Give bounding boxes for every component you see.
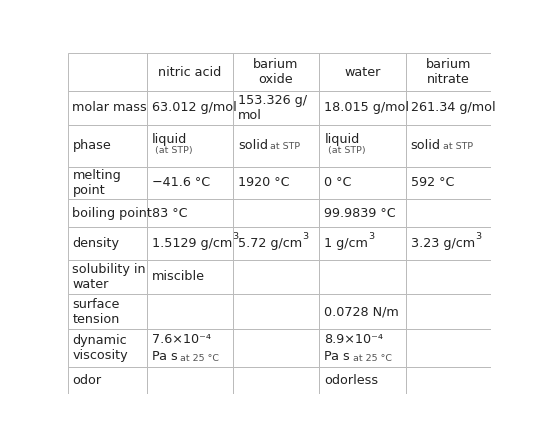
Text: surface
tension: surface tension (73, 298, 120, 326)
Text: 153.326 g/
mol: 153.326 g/ mol (238, 94, 307, 122)
Bar (319, 125, 406, 167)
Bar (406, 227, 491, 260)
Bar (406, 329, 491, 367)
Bar (319, 199, 406, 227)
Text: 7.6×10⁻⁴: 7.6×10⁻⁴ (152, 333, 211, 346)
Text: 1 g/cm: 1 g/cm (324, 237, 368, 250)
Bar (406, 125, 491, 167)
Bar (406, 167, 491, 199)
Text: −41.6 °C: −41.6 °C (152, 176, 210, 190)
Text: water: water (344, 66, 381, 78)
Text: barium
nitrate: barium nitrate (426, 58, 471, 86)
Bar (233, 329, 319, 367)
Bar (146, 199, 233, 227)
Text: liquid: liquid (324, 133, 359, 146)
Text: 3: 3 (369, 232, 375, 241)
Bar (68, 91, 146, 125)
Text: solubility in
water: solubility in water (73, 263, 146, 291)
Text: nitric acid: nitric acid (158, 66, 221, 78)
Text: 1920 °C: 1920 °C (238, 176, 289, 190)
Bar (233, 367, 319, 394)
Text: barium
oxide: barium oxide (253, 58, 299, 86)
Bar (319, 227, 406, 260)
Bar (233, 260, 319, 294)
Bar (68, 294, 146, 329)
Text: 83 °C: 83 °C (152, 206, 187, 220)
Bar (319, 167, 406, 199)
Bar (319, 91, 406, 125)
Bar (146, 227, 233, 260)
Bar (406, 91, 491, 125)
Text: at STP: at STP (270, 142, 300, 151)
Text: 1.5129 g/cm: 1.5129 g/cm (152, 237, 232, 250)
Bar (319, 367, 406, 394)
Bar (233, 125, 319, 167)
Bar (146, 367, 233, 394)
Bar (146, 91, 233, 125)
Text: 3.23 g/cm: 3.23 g/cm (411, 237, 474, 250)
Bar (406, 53, 491, 91)
Bar (68, 53, 146, 91)
Bar (233, 91, 319, 125)
Text: 99.9839 °C: 99.9839 °C (324, 206, 396, 220)
Bar (406, 260, 491, 294)
Bar (233, 294, 319, 329)
Bar (319, 260, 406, 294)
Text: dynamic
viscosity: dynamic viscosity (73, 334, 128, 362)
Text: melting
point: melting point (73, 169, 121, 197)
Bar (146, 329, 233, 367)
Text: 3: 3 (475, 232, 481, 241)
Text: molar mass: molar mass (73, 101, 147, 114)
Text: 3: 3 (302, 232, 308, 241)
Text: (at STP): (at STP) (328, 146, 365, 155)
Bar (68, 125, 146, 167)
Text: solid: solid (238, 139, 268, 152)
Text: 0 °C: 0 °C (324, 176, 352, 190)
Bar (319, 53, 406, 91)
Text: density: density (73, 237, 120, 250)
Bar (319, 294, 406, 329)
Text: Pa s: Pa s (324, 350, 350, 363)
Bar (146, 294, 233, 329)
Text: 3: 3 (232, 232, 239, 241)
Text: boiling point: boiling point (73, 206, 152, 220)
Text: 261.34 g/mol: 261.34 g/mol (411, 101, 495, 114)
Bar (233, 53, 319, 91)
Text: at STP: at STP (443, 142, 473, 151)
Bar (406, 294, 491, 329)
Text: phase: phase (73, 139, 111, 152)
Bar (68, 329, 146, 367)
Bar (146, 125, 233, 167)
Bar (68, 227, 146, 260)
Text: Pa s: Pa s (152, 350, 177, 363)
Text: 63.012 g/mol: 63.012 g/mol (152, 101, 236, 114)
Bar (233, 199, 319, 227)
Bar (233, 227, 319, 260)
Bar (146, 260, 233, 294)
Text: 5.72 g/cm: 5.72 g/cm (238, 237, 302, 250)
Text: 18.015 g/mol: 18.015 g/mol (324, 101, 410, 114)
Text: liquid: liquid (152, 133, 187, 146)
Bar (68, 199, 146, 227)
Text: 8.9×10⁻⁴: 8.9×10⁻⁴ (324, 333, 383, 346)
Text: 592 °C: 592 °C (411, 176, 454, 190)
Bar (146, 167, 233, 199)
Text: odor: odor (73, 374, 102, 387)
Text: miscible: miscible (152, 270, 205, 284)
Text: at 25 °C: at 25 °C (180, 354, 219, 363)
Bar (68, 367, 146, 394)
Bar (68, 167, 146, 199)
Bar (319, 329, 406, 367)
Text: 0.0728 N/m: 0.0728 N/m (324, 305, 399, 318)
Bar (233, 167, 319, 199)
Bar (406, 199, 491, 227)
Text: solid: solid (411, 139, 441, 152)
Bar (406, 367, 491, 394)
Text: at 25 °C: at 25 °C (353, 354, 391, 363)
Text: odorless: odorless (324, 374, 378, 387)
Text: (at STP): (at STP) (155, 146, 193, 155)
Bar (146, 53, 233, 91)
Bar (68, 260, 146, 294)
